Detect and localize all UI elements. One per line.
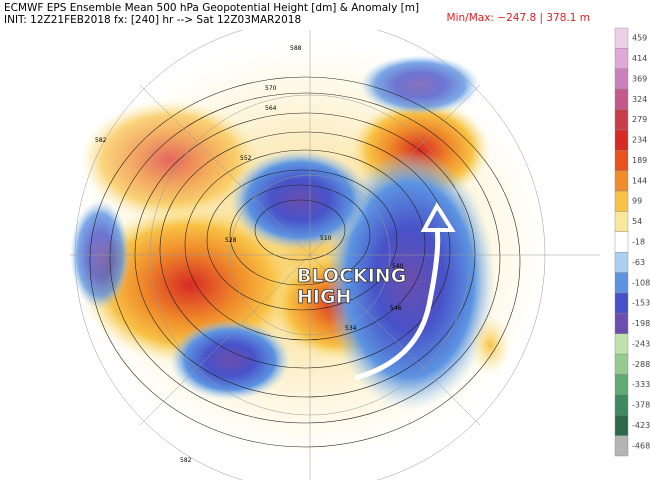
contour-label: 546: [390, 305, 402, 312]
colorbar-label: 99: [632, 197, 642, 206]
contour-label: 582: [95, 137, 107, 144]
colorbar-label: -153: [632, 299, 650, 308]
colorbar-label: -198: [632, 319, 650, 328]
colorbar-swatch: [614, 333, 629, 355]
colorbar-swatch: [614, 272, 629, 294]
colorbar-swatch: [614, 27, 629, 49]
colorbar-swatch: [614, 68, 629, 90]
colorbar-swatch: [614, 251, 629, 273]
colorbar-label: 459: [632, 34, 647, 43]
colorbar-swatch: [614, 292, 629, 314]
colorbar-swatch: [614, 211, 629, 233]
colorbar-label: 189: [632, 156, 647, 165]
contour-label: 564: [265, 105, 277, 112]
annotation: BLOCKING: [297, 265, 406, 287]
colorbar-swatch: [614, 48, 629, 69]
colorbar-swatch: [614, 129, 629, 151]
contour-label: 528: [225, 237, 237, 244]
init-line: INIT: 12Z21FEB2018 fx: [240] hr --> Sat …: [4, 14, 302, 26]
colorbar-swatch: [614, 231, 629, 253]
contour-label: 570: [265, 85, 277, 92]
colorbar-label: 234: [632, 136, 647, 145]
contour-label: 582: [180, 457, 192, 464]
colorbar-label: 54: [632, 217, 642, 226]
contour-label: 588: [290, 45, 302, 52]
colorbar-label: 324: [632, 95, 647, 104]
colorbar-swatch: [614, 88, 629, 110]
colorbar-label: 144: [632, 176, 647, 185]
colorbar-label: 369: [632, 74, 647, 83]
colorbar-swatch: [614, 313, 629, 334]
colorbar-label: -108: [632, 278, 650, 287]
arrow-head: [420, 202, 456, 232]
colorbar-swatch: [614, 415, 629, 436]
contour-label: 540: [392, 263, 404, 270]
annotation: HIGH: [297, 286, 351, 308]
title: ECMWF EPS Ensemble Mean 500 hPa Geopoten…: [4, 2, 420, 14]
contour-label: 552: [240, 155, 252, 162]
colorbar-swatch: [614, 150, 629, 171]
colorbar-swatch: [614, 353, 629, 375]
arrow: [354, 227, 441, 381]
colorbar-label: -63: [632, 258, 645, 267]
colorbar-label: -378: [632, 401, 650, 410]
contour-label: 534: [345, 325, 357, 332]
colorbar-label: -333: [632, 380, 650, 389]
colorbar-label: -243: [632, 339, 650, 348]
colorbar-label: 414: [632, 54, 647, 63]
colorbar-swatch: [614, 394, 629, 416]
colorbar-label: -288: [632, 360, 650, 369]
colorbar-label: -423: [632, 421, 650, 430]
min-max: Min/Max: −247.8 | 378.1 m: [446, 12, 590, 24]
contour-label: 510: [320, 235, 332, 242]
colorbar-swatch: [614, 109, 629, 131]
colorbar-swatch: [614, 170, 629, 192]
colorbar-swatch: [614, 374, 629, 396]
map-field: [70, 30, 605, 480]
colorbar-swatch: [614, 435, 629, 457]
colorbar-label: 279: [632, 115, 647, 124]
colorbar-label: -468: [632, 441, 650, 450]
colorbar-swatch: [614, 190, 629, 212]
colorbar-label: -18: [632, 238, 645, 247]
